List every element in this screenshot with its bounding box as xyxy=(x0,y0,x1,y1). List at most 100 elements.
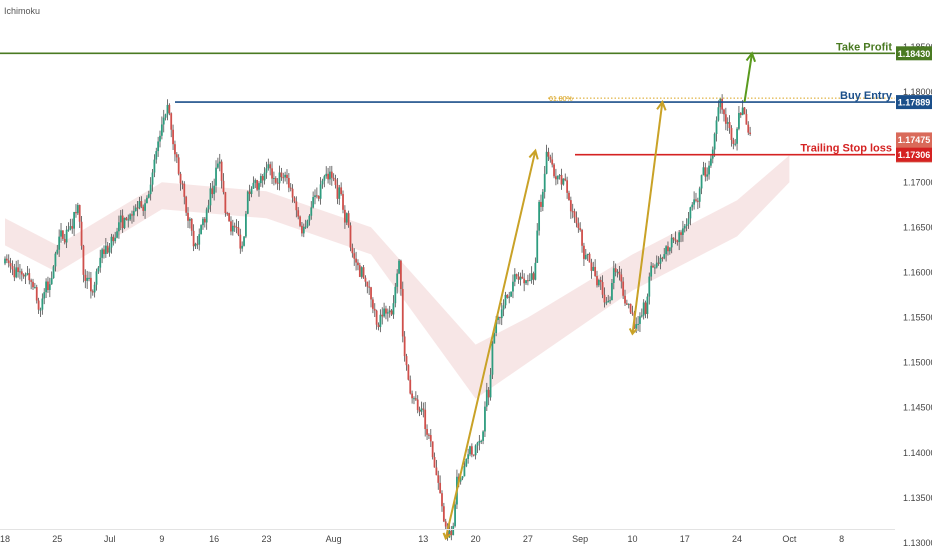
candle-body xyxy=(330,171,333,178)
candle-body xyxy=(637,323,639,325)
buy-entry-price-tag: 1.17889 xyxy=(898,98,931,108)
swing-arrowhead-1 xyxy=(528,148,539,160)
candle-body xyxy=(569,200,572,212)
x-tick-label: 16 xyxy=(209,534,219,544)
candle-body xyxy=(108,247,111,253)
candle-body xyxy=(385,308,387,314)
candle-body xyxy=(192,230,195,247)
candle-body xyxy=(222,180,225,193)
candle-body xyxy=(273,178,275,180)
trailing-stop-price-tag-bg xyxy=(896,147,932,162)
y-tick-label: 1.13500 xyxy=(903,493,932,503)
fib-618-label: 61.80% xyxy=(549,96,573,103)
candle-body xyxy=(168,104,171,114)
candle-body xyxy=(644,302,647,315)
candle-body xyxy=(84,274,87,281)
candle-body xyxy=(73,212,75,229)
candle-body xyxy=(401,288,404,337)
y-tick-label: 1.16500 xyxy=(903,222,932,232)
candle-body xyxy=(721,98,724,110)
candle-body xyxy=(708,165,710,175)
candlestick-series xyxy=(4,94,752,541)
candle-body xyxy=(274,178,277,183)
candle-body xyxy=(343,209,346,223)
take-profit-price-tag-bg xyxy=(896,46,932,61)
candle-body xyxy=(668,247,671,252)
candle-body xyxy=(685,224,688,227)
candle-body xyxy=(170,113,173,130)
buy-entry-label: Buy Entry xyxy=(840,90,893,102)
candle-body xyxy=(226,212,229,214)
y-tick-label: 1.14000 xyxy=(903,448,932,458)
candle-body xyxy=(112,236,115,242)
candle-body xyxy=(616,271,619,273)
x-tick-label: 10 xyxy=(627,534,637,544)
candle-body xyxy=(166,104,169,115)
candle-body xyxy=(218,161,221,164)
candle-body xyxy=(392,303,395,315)
candle-body xyxy=(63,238,66,243)
candle-body xyxy=(364,277,367,282)
candle-body xyxy=(80,221,83,246)
candle-body xyxy=(547,151,550,157)
candle-body xyxy=(377,324,380,328)
candle-body xyxy=(635,324,638,329)
candle-body xyxy=(118,222,120,232)
candle-body xyxy=(134,207,137,212)
candle-body xyxy=(146,197,148,204)
candle-body xyxy=(366,281,369,287)
candle-body xyxy=(190,218,193,231)
swing-arrows[interactable] xyxy=(442,51,757,541)
y-tick-label: 1.18000 xyxy=(903,87,932,97)
candle-body xyxy=(20,271,23,275)
candle-body xyxy=(749,132,752,135)
swing-arrow-1 xyxy=(444,150,537,539)
candle-body xyxy=(35,287,38,301)
horizontal-levels[interactable]: 61.80% Take Profit Buy Entry Trailing Stop … xyxy=(0,41,895,156)
candle-body xyxy=(75,212,77,214)
candle-body xyxy=(271,168,273,179)
candle-body xyxy=(726,122,729,124)
candle-body xyxy=(261,176,264,181)
candle-body xyxy=(562,178,565,185)
candle-body xyxy=(461,476,464,479)
candle-body xyxy=(325,173,328,177)
candle-body xyxy=(422,408,425,410)
candle-body xyxy=(259,176,262,184)
candle-body xyxy=(332,177,335,180)
candle-body xyxy=(228,213,230,222)
candle-body xyxy=(611,283,613,301)
candle-body xyxy=(588,253,591,263)
candle-body xyxy=(624,295,626,304)
candle-body xyxy=(306,220,309,227)
candle-body xyxy=(17,267,19,273)
candle-body xyxy=(724,114,727,124)
candle-body xyxy=(517,276,520,280)
candle-body xyxy=(491,343,494,375)
candle-body xyxy=(676,240,679,243)
swing-arrow-tail-2 xyxy=(628,327,638,336)
candle-body xyxy=(19,271,21,273)
x-tick-label: Jul xyxy=(104,534,116,544)
swing-arrow-tail-1 xyxy=(442,532,451,541)
candle-body xyxy=(747,124,750,133)
candle-body xyxy=(573,211,576,218)
candle-body xyxy=(196,243,199,245)
take-profit-price-tag: 1.18430 xyxy=(898,49,931,59)
candle-body xyxy=(202,218,204,226)
candle-body xyxy=(347,213,350,226)
candle-body xyxy=(469,446,471,455)
candle-body xyxy=(497,316,499,321)
candle-body xyxy=(394,286,397,304)
candle-body xyxy=(581,230,583,246)
candle-body xyxy=(482,431,484,441)
y-tick-label: 1.14500 xyxy=(903,403,932,413)
candle-body xyxy=(584,254,587,259)
candle-body xyxy=(504,294,507,306)
candle-body xyxy=(502,305,505,310)
candle-body xyxy=(147,194,150,198)
candle-body xyxy=(689,207,692,219)
candle-body xyxy=(9,263,12,267)
candle-body xyxy=(183,183,186,197)
